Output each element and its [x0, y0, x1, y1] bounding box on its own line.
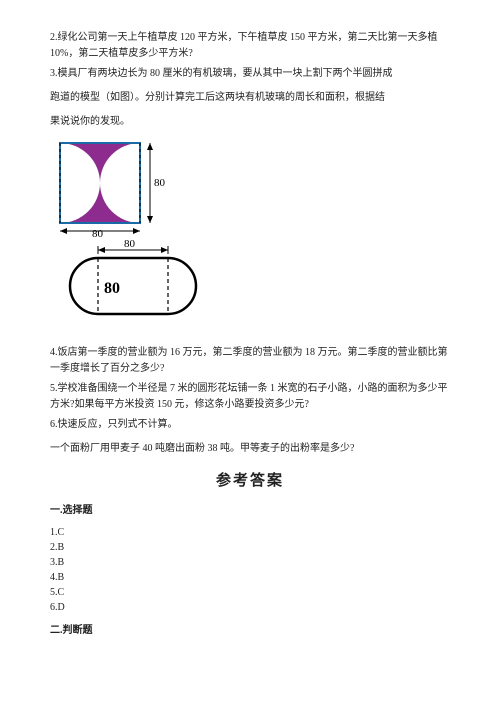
figure-1-svg: 80 80: [50, 138, 180, 238]
answer-4: 4.B: [50, 570, 450, 585]
answer-3: 3.B: [50, 555, 450, 570]
fig2-label-top: 80: [124, 238, 136, 250]
answer-5: 5.C: [50, 585, 450, 600]
fig1-label-y: 80: [154, 177, 166, 189]
fig2-label-center: 80: [104, 280, 120, 297]
question-6b: 一个面粉厂用甲麦子 40 吨磨出面粉 38 吨。甲等麦子的出粉率是多少?: [50, 441, 450, 457]
fig1-dim-right-arrow-top: [147, 143, 153, 150]
section-judge-head: 二.判断题: [50, 623, 450, 639]
page: 2.绿化公司第一天上午植草皮 120 平方米，下午植草皮 150 平方米，第二天…: [0, 0, 500, 707]
fig2-track-outline: [70, 258, 196, 314]
answer-6: 6.D: [50, 600, 450, 615]
answers-title: 参考答案: [50, 469, 450, 493]
fig2-topdim-arrow-r: [161, 247, 168, 253]
question-3-line2: 跑道的模型（如图）。分别计算完工后这两块有机玻璃的周长和面积，根据结: [50, 90, 450, 106]
question-3-line1: 3.模具厂有两块边长为 80 厘米的有机玻璃，要从其中一块上割下两个半圆拼成: [50, 66, 450, 82]
question-6a: 6.快速反应，只列式不计算。: [50, 417, 450, 433]
fig1-label-x: 80: [92, 228, 104, 238]
fig1-dim-bot-arrow-l: [60, 228, 67, 234]
choice-answers-list: 1.C 2.B 3.B 4.B 5.C 6.D: [50, 525, 450, 615]
fig1-remaining-shape: [60, 143, 140, 223]
answer-2: 2.B: [50, 540, 450, 555]
answer-1: 1.C: [50, 525, 450, 540]
fig1-dim-right-arrow-bot: [147, 216, 153, 223]
fig2-topdim-arrow-l: [98, 247, 105, 253]
fig1-dim-bot-arrow-r: [133, 228, 140, 234]
question-5: 5.学校准备围绕一个半径是 7 米的圆形花坛铺一条 1 米宽的石子小路，小路的面…: [50, 381, 450, 413]
section-choice-head: 一.选择题: [50, 503, 450, 519]
question-3-line3: 果说说你的发现。: [50, 114, 450, 130]
question-2: 2.绿化公司第一天上午植草皮 120 平方米，下午植草皮 150 平方米，第二天…: [50, 30, 450, 62]
figure-2-svg: 80 80: [50, 238, 220, 333]
question-4: 4.饭店第一季度的营业额为 16 万元，第二季度的营业额为 18 万元。第二季度…: [50, 345, 450, 377]
figure-group: 80 80 80 80: [50, 138, 450, 333]
